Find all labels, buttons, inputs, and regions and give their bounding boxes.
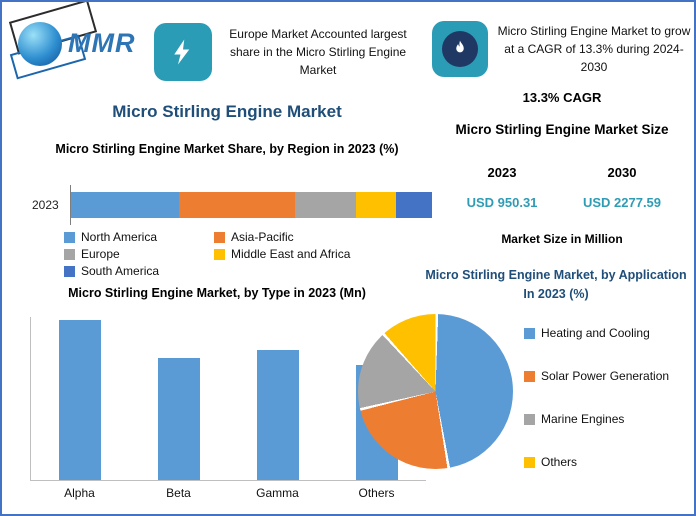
legend-swatch-icon xyxy=(524,456,535,468)
legend-swatch-icon xyxy=(214,248,225,260)
legend-label: North America xyxy=(81,230,158,244)
value-2023: USD 950.31 xyxy=(466,195,538,210)
bar-category-label: Alpha xyxy=(64,486,95,500)
legend-item: Others xyxy=(524,455,692,469)
year-2023-label: 2023 xyxy=(487,165,517,180)
pie-legend: Heating and Cooling Solar Power Generatio… xyxy=(524,326,692,469)
legend-label: Others xyxy=(541,455,578,469)
bar-column xyxy=(229,350,328,480)
callout-europe-text: Europe Market Accounted largest share in… xyxy=(229,27,407,77)
bar-column xyxy=(31,320,130,480)
flame-icon xyxy=(432,21,488,77)
application-chart-title: Micro Stirling Engine Market, by Applica… xyxy=(425,268,687,301)
legend-swatch-icon xyxy=(214,231,225,243)
legend-swatch-icon xyxy=(64,265,75,277)
region-segment-3 xyxy=(294,192,357,218)
market-size-years: 2023 2030 xyxy=(442,165,682,180)
legend-item: Europe xyxy=(64,247,214,261)
value-2030: USD 2277.59 xyxy=(582,195,662,210)
legend-swatch-icon xyxy=(524,370,535,382)
bar-gamma xyxy=(256,350,299,480)
bar-category-label: Gamma xyxy=(256,486,299,500)
legend-item: Marine Engines xyxy=(524,412,692,426)
region-legend: North America Asia-Pacific Europe Middle Ea… xyxy=(64,230,424,278)
callout-cagr-growth: Micro Stirling Engine Market to grow at … xyxy=(432,12,692,86)
market-size-note: Market Size in Million xyxy=(501,232,623,246)
market-size-title: Micro Stirling Engine Market Size xyxy=(455,122,669,137)
legend-label: Marine Engines xyxy=(541,412,625,426)
bar-category-label: Others xyxy=(358,486,395,500)
legend-label: Europe xyxy=(81,247,120,261)
callout-europe-share: Europe Market Accounted largest share in… xyxy=(154,14,416,90)
region-segment-5 xyxy=(395,192,432,218)
legend-label: South America xyxy=(81,264,160,278)
bar-category-label: Beta xyxy=(166,486,191,500)
legend-swatch-icon xyxy=(524,327,535,339)
bar-beta xyxy=(158,358,201,480)
legend-item: Asia-Pacific xyxy=(214,230,424,244)
region-category-label: 2023 xyxy=(32,198,59,212)
type-labels: Alpha Beta Gamma Others xyxy=(30,486,426,500)
legend-swatch-icon xyxy=(64,231,75,243)
region-stacked-bar xyxy=(71,192,432,218)
region-segment-4 xyxy=(356,192,396,218)
legend-swatch-icon xyxy=(524,413,535,425)
globe-icon xyxy=(18,22,62,66)
legend-item: Solar Power Generation xyxy=(524,369,692,383)
market-size-values: USD 950.31 USD 2277.59 xyxy=(442,195,682,210)
legend-label: Asia-Pacific xyxy=(231,230,294,244)
legend-item: Middle East and Africa xyxy=(214,247,424,261)
callout-cagr-text: Micro Stirling Engine Market to grow at … xyxy=(497,24,691,74)
region-segment-1 xyxy=(71,192,180,218)
region-chart-title: Micro Stirling Engine Market Share, by R… xyxy=(55,142,399,156)
legend-item: Heating and Cooling xyxy=(524,326,692,340)
legend-label: Heating and Cooling xyxy=(541,326,650,340)
region-bar-axis xyxy=(70,185,432,225)
bar-alpha xyxy=(59,320,102,480)
page-title: Micro Stirling Engine Market xyxy=(112,102,342,121)
logo-text: MMR xyxy=(68,28,136,58)
legend-swatch-icon xyxy=(64,248,75,260)
legend-label: Solar Power Generation xyxy=(541,369,670,383)
legend-label: Middle East and Africa xyxy=(231,247,351,261)
region-segment-2 xyxy=(179,192,295,218)
mmr-logo: MMR xyxy=(8,2,152,80)
legend-item: North America xyxy=(64,230,214,244)
region-chart: 2023 xyxy=(24,185,432,225)
bar-column xyxy=(130,358,229,480)
application-pie xyxy=(358,314,513,469)
lightning-icon xyxy=(154,23,212,81)
legend-item: South America xyxy=(64,264,214,278)
cagr-text: 13.3% CAGR xyxy=(522,90,602,105)
year-2030-label: 2030 xyxy=(607,165,637,180)
flame-circle-icon xyxy=(442,31,478,67)
type-chart-title: Micro Stirling Engine Market, by Type in… xyxy=(68,286,366,300)
